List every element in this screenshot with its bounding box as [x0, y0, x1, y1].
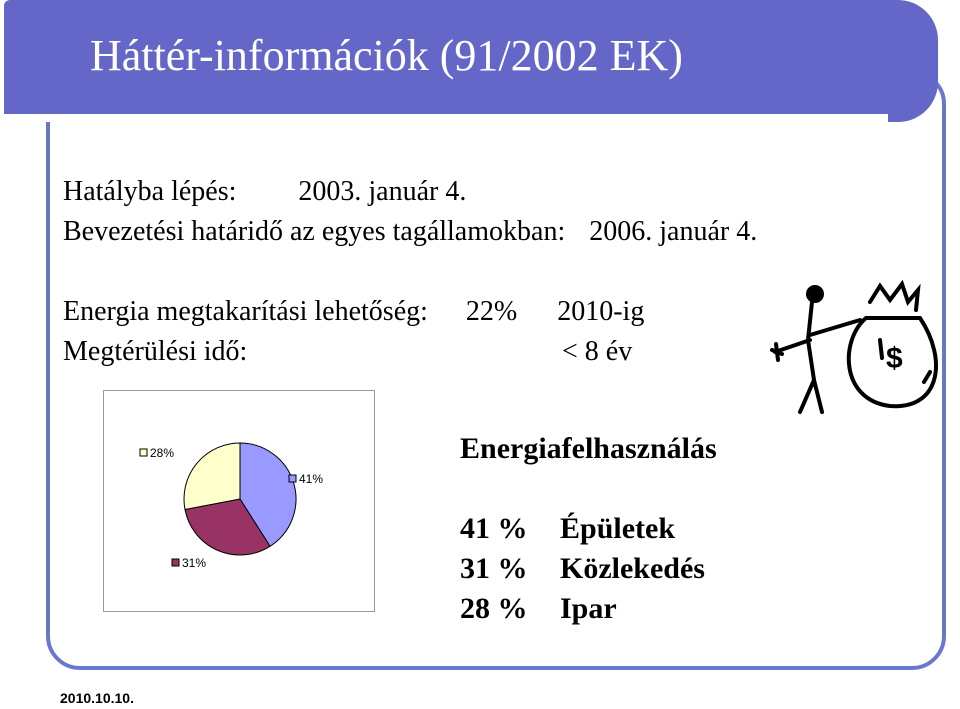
- legend-label: Épületek: [560, 512, 676, 545]
- payback-value: < 8 év: [562, 336, 633, 367]
- pie-slice-transport: [184, 498, 271, 556]
- line-deadline: Bevezetési határidő az egyes tagállamokb…: [63, 216, 757, 248]
- dollar-sign: $: [886, 342, 903, 375]
- title-bar: [4, 0, 938, 122]
- legend-pct: 28 %: [460, 592, 528, 625]
- savings-suffix: 2010-ig: [557, 296, 645, 327]
- slide-title: Háttér-információk (91/2002 EK): [90, 31, 683, 80]
- pie-label-buildings: 41%: [299, 472, 323, 486]
- pie-label-swatch-transport: [171, 558, 180, 567]
- legend-row-industry: 28 % Ipar: [460, 592, 617, 626]
- pie-label-swatch-buildings: [288, 474, 297, 483]
- pie-chart: 41% 31% 28%: [139, 442, 323, 570]
- pie-label-industry: 28%: [150, 446, 174, 460]
- legend-title: Energiafelhasználás: [460, 432, 717, 465]
- savings-label: Energia megtakarítási lehetőség:: [63, 296, 428, 327]
- title-underline: [4, 114, 888, 122]
- legend-pct: 31 %: [460, 552, 528, 585]
- line-effective: Hatályba lépés: 2003. január 4.: [63, 176, 466, 208]
- effective-label: Hatályba lépés:: [63, 176, 237, 207]
- legend-row-buildings: 41 % Épületek: [460, 512, 675, 546]
- effective-value: 2003. január 4.: [298, 176, 467, 207]
- legend-label: Ipar: [560, 592, 617, 625]
- line-payback: Megtérülési idő:: [63, 336, 247, 368]
- pie-slice-industry: [183, 442, 241, 511]
- line-savings: Energia megtakarítási lehetőség: 22% 2010-…: [63, 296, 644, 328]
- deadline-value: 2006. január 4.: [589, 216, 758, 247]
- pie-label-transport: 31%: [182, 556, 206, 570]
- deadline-label: Bevezetési határidő az egyes tagállamokb…: [63, 216, 566, 247]
- pie-chart-box: 41% 31% 28%: [103, 390, 375, 612]
- money-bag-clipart: $: [770, 280, 938, 414]
- legend-label: Közlekedés: [560, 552, 705, 585]
- legend-row-transport: 31 % Közlekedés: [460, 552, 705, 586]
- savings-value: 22%: [465, 296, 518, 327]
- payback-label: Megtérülési idő:: [63, 336, 248, 367]
- pie-label-swatch-industry: [139, 448, 148, 457]
- legend-pct: 41 %: [460, 512, 528, 545]
- footer-date: 2010.10.10.: [60, 690, 134, 706]
